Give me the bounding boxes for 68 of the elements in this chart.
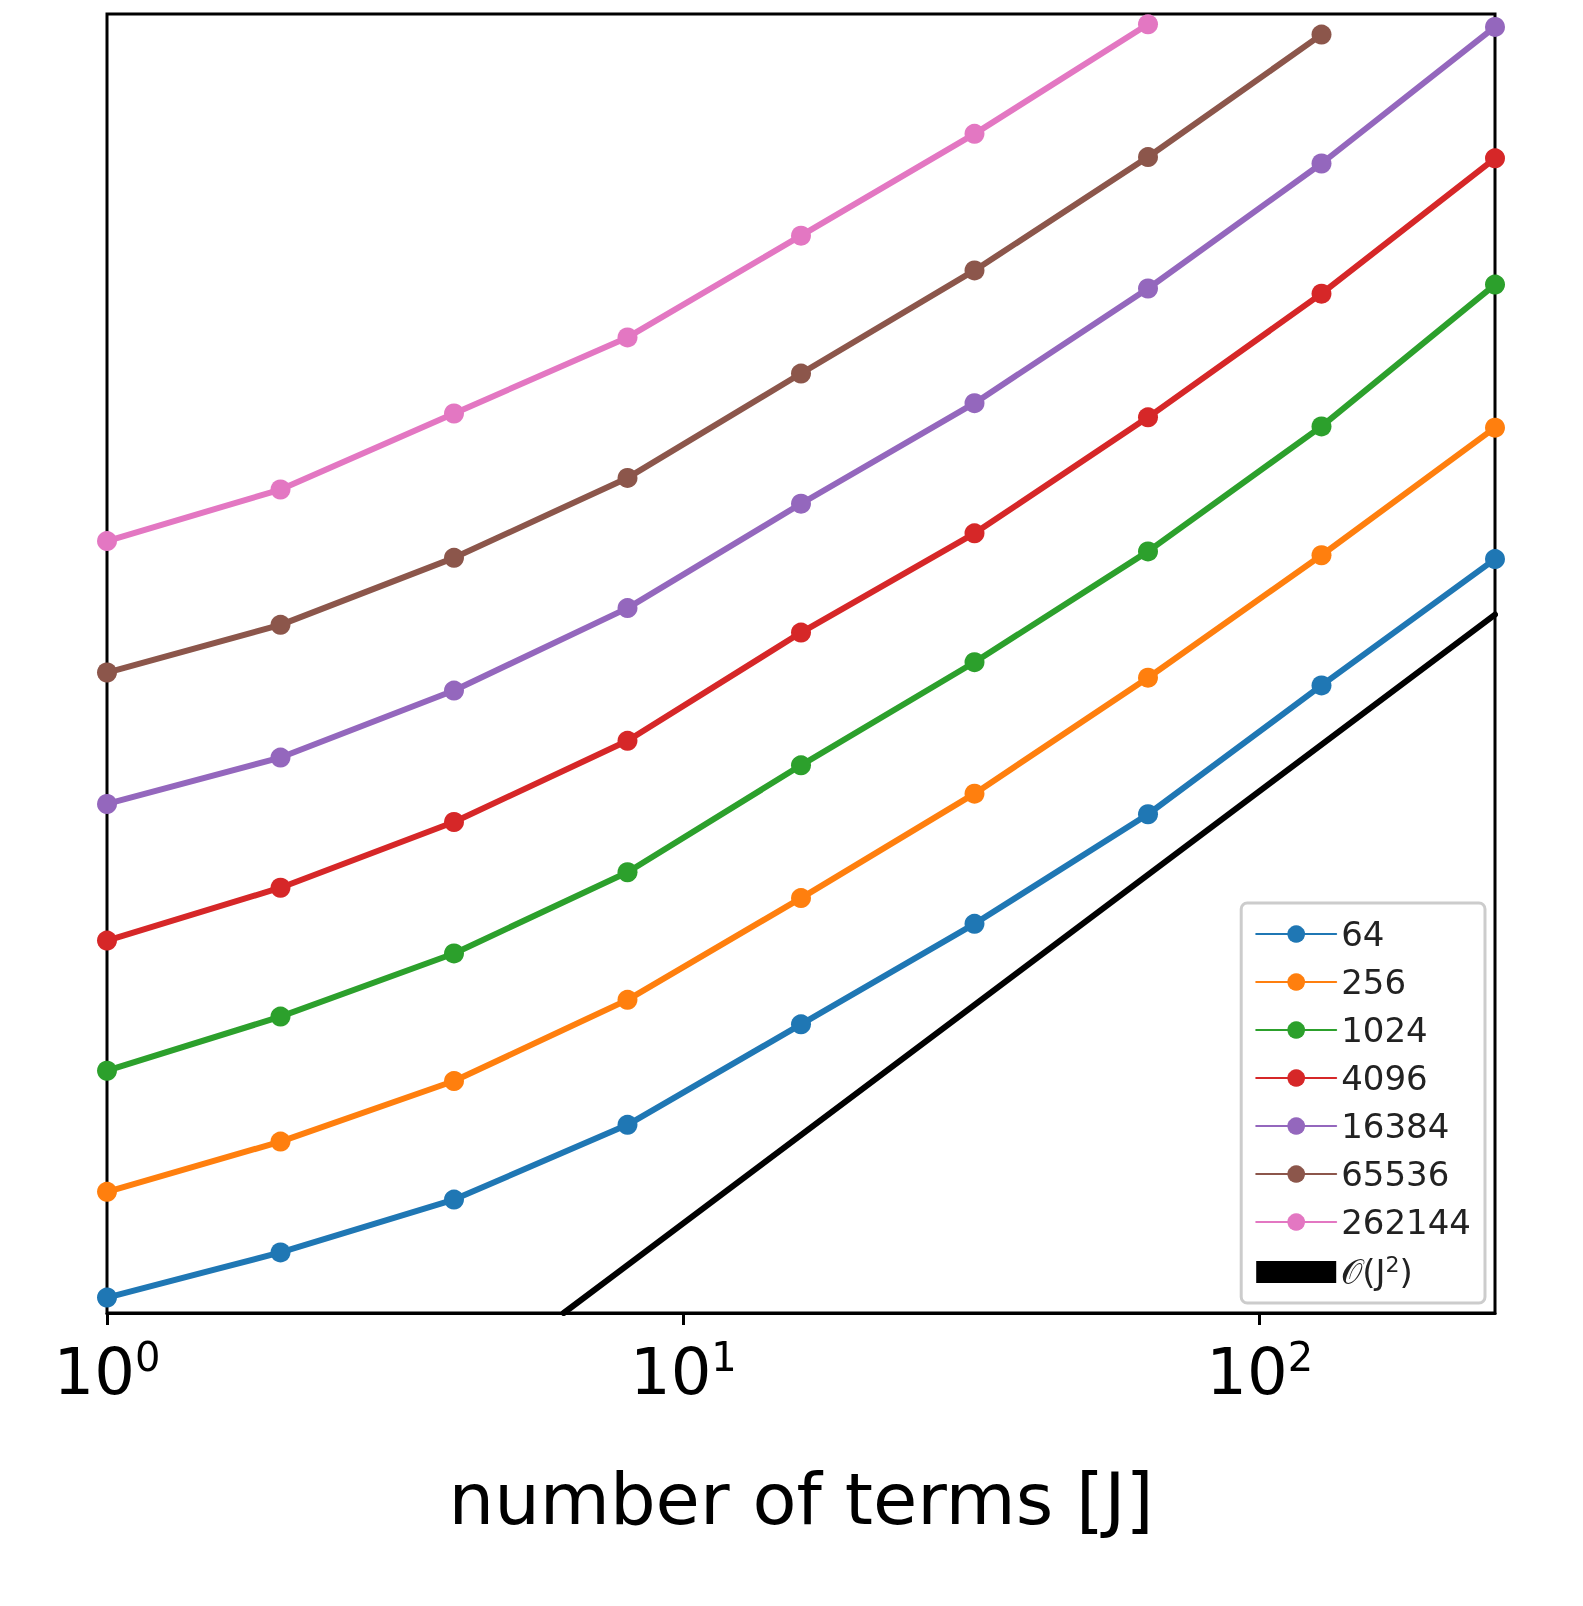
point xyxy=(617,467,638,488)
point xyxy=(270,1242,291,1263)
point xyxy=(964,393,985,414)
point xyxy=(964,523,985,544)
point xyxy=(97,531,117,552)
point xyxy=(97,662,117,683)
point xyxy=(97,1181,117,1202)
point xyxy=(444,1071,464,1092)
legend-label: 65536 xyxy=(1341,1154,1450,1194)
point xyxy=(1138,147,1158,168)
legend-label: 262144 xyxy=(1341,1202,1472,1242)
point xyxy=(1485,274,1505,295)
point xyxy=(791,363,811,384)
point xyxy=(964,123,985,144)
point xyxy=(97,793,117,814)
point xyxy=(617,730,638,751)
point xyxy=(97,930,117,951)
x-axis-title: number of terms [J] xyxy=(448,1457,1154,1541)
legend-label: 16384 xyxy=(1341,1106,1450,1146)
point xyxy=(1485,148,1505,169)
point xyxy=(791,888,811,909)
point xyxy=(444,547,464,568)
point xyxy=(617,327,638,348)
point xyxy=(617,989,638,1010)
point xyxy=(270,479,291,500)
point xyxy=(1311,283,1332,304)
legend-label: 256 xyxy=(1341,962,1407,1002)
point xyxy=(444,812,464,832)
point xyxy=(1311,545,1332,566)
point xyxy=(964,652,985,673)
point xyxy=(444,943,464,964)
legend-label: 4096 xyxy=(1341,1058,1428,1098)
point xyxy=(964,260,985,281)
point xyxy=(964,783,985,804)
point xyxy=(964,913,985,934)
point xyxy=(444,1189,464,1210)
point xyxy=(1311,24,1332,45)
point xyxy=(270,747,291,768)
point xyxy=(791,755,811,776)
point xyxy=(1311,153,1332,174)
legend-label: 1024 xyxy=(1341,1010,1428,1050)
point xyxy=(1485,549,1505,570)
point xyxy=(617,598,638,619)
point xyxy=(1485,417,1505,438)
point xyxy=(1138,407,1158,428)
point xyxy=(617,1114,638,1135)
point xyxy=(1138,14,1158,35)
point xyxy=(1138,541,1158,562)
point xyxy=(270,614,291,635)
point xyxy=(1138,278,1158,299)
point xyxy=(791,622,811,643)
point xyxy=(270,877,291,898)
point xyxy=(791,225,811,246)
point xyxy=(791,1014,811,1035)
point xyxy=(270,1006,291,1027)
point xyxy=(617,862,638,883)
point xyxy=(1311,416,1332,437)
point xyxy=(444,680,464,701)
point xyxy=(1138,667,1158,688)
point xyxy=(1485,16,1505,37)
point xyxy=(444,403,464,424)
point xyxy=(270,1131,291,1152)
point xyxy=(1311,675,1332,696)
point xyxy=(97,1060,117,1081)
point xyxy=(97,1287,117,1308)
point xyxy=(791,493,811,514)
point xyxy=(1138,804,1158,825)
legend-label: 64 xyxy=(1341,914,1385,954)
